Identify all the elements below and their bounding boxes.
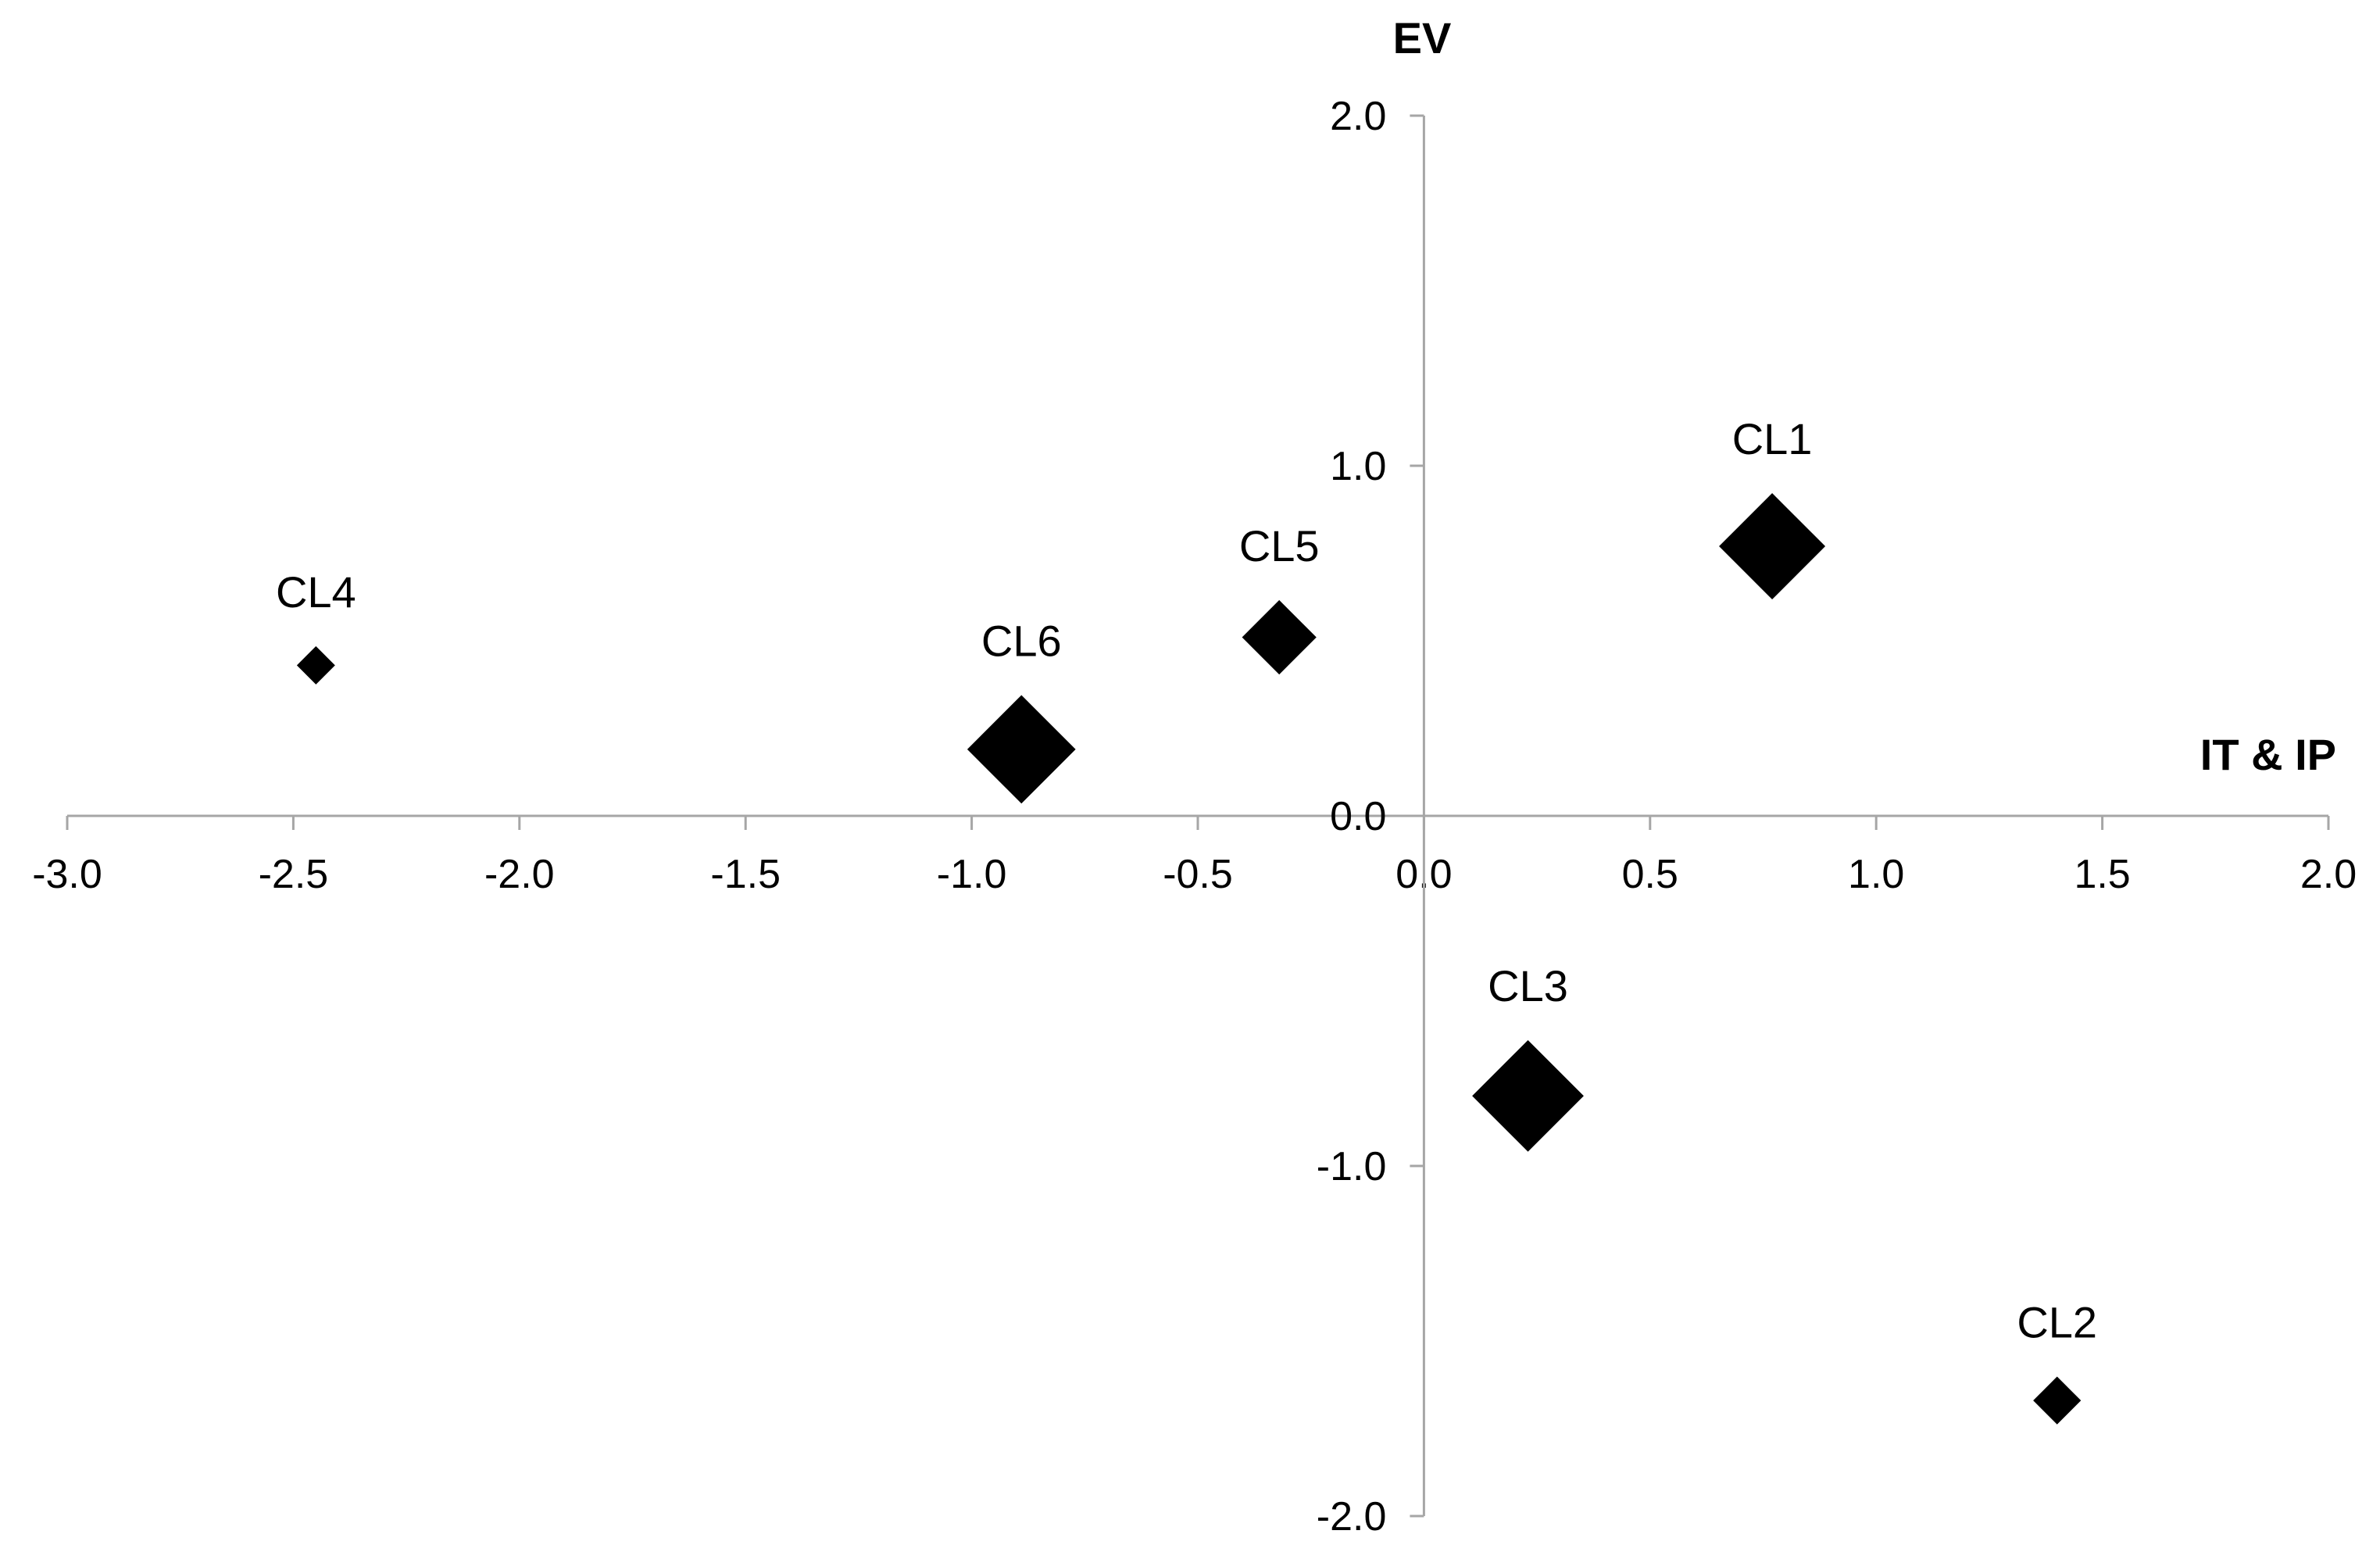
- x-axis-title: IT & IP: [2200, 730, 2336, 779]
- y-tick-label: 2.0: [1330, 94, 1386, 139]
- y-axis: -2.0 -1.0 0.0 1.0 2.0: [1317, 94, 1425, 1539]
- y-tick-label: 1.0: [1330, 444, 1386, 489]
- marker-cl6: [967, 695, 1076, 804]
- marker-cl4: [296, 645, 335, 685]
- y-axis-title: EV: [1393, 13, 1452, 63]
- x-axis: -3.0 -2.5 -2.0 -1.5 -1.0 -0.5 0.0 0.5 1.0 1.5 2.0: [32, 814, 2357, 897]
- x-tick-label: 0.5: [1622, 852, 1678, 897]
- x-tick-label: -0.5: [1163, 852, 1233, 897]
- x-tick-label: -1.0: [937, 852, 1007, 897]
- x-tick-label: -1.5: [710, 852, 781, 897]
- point-label-cl3: CL3: [1488, 961, 1568, 1010]
- point-label-cl1: CL1: [1732, 414, 1813, 463]
- point-label-cl6: CL6: [981, 617, 1062, 666]
- x-tick-label: 1.5: [2074, 852, 2130, 897]
- x-tick-label: -2.5: [259, 852, 329, 897]
- point-label-cl4: CL4: [276, 567, 356, 617]
- y-tick-label: 0.0: [1330, 794, 1386, 839]
- marker-cl3: [1472, 1040, 1584, 1152]
- y-tick-label: -1.0: [1317, 1144, 1387, 1189]
- point-label-cl2: CL2: [2017, 1298, 2097, 1347]
- x-tick-label: 1.0: [1848, 852, 1904, 897]
- x-tick-label: -2.0: [484, 852, 555, 897]
- x-tick-label: -3.0: [32, 852, 102, 897]
- x-tick-label: 2.0: [2300, 852, 2357, 897]
- point-label-cl5: CL5: [1239, 521, 1320, 570]
- marker-cl1: [1719, 493, 1826, 600]
- marker-cl5: [1242, 599, 1317, 675]
- y-tick-label: -2.0: [1317, 1494, 1387, 1539]
- marker-cl2: [2033, 1376, 2082, 1425]
- data-points: CL1 CL2 CL3 CL4 CL5 CL6: [276, 414, 2097, 1425]
